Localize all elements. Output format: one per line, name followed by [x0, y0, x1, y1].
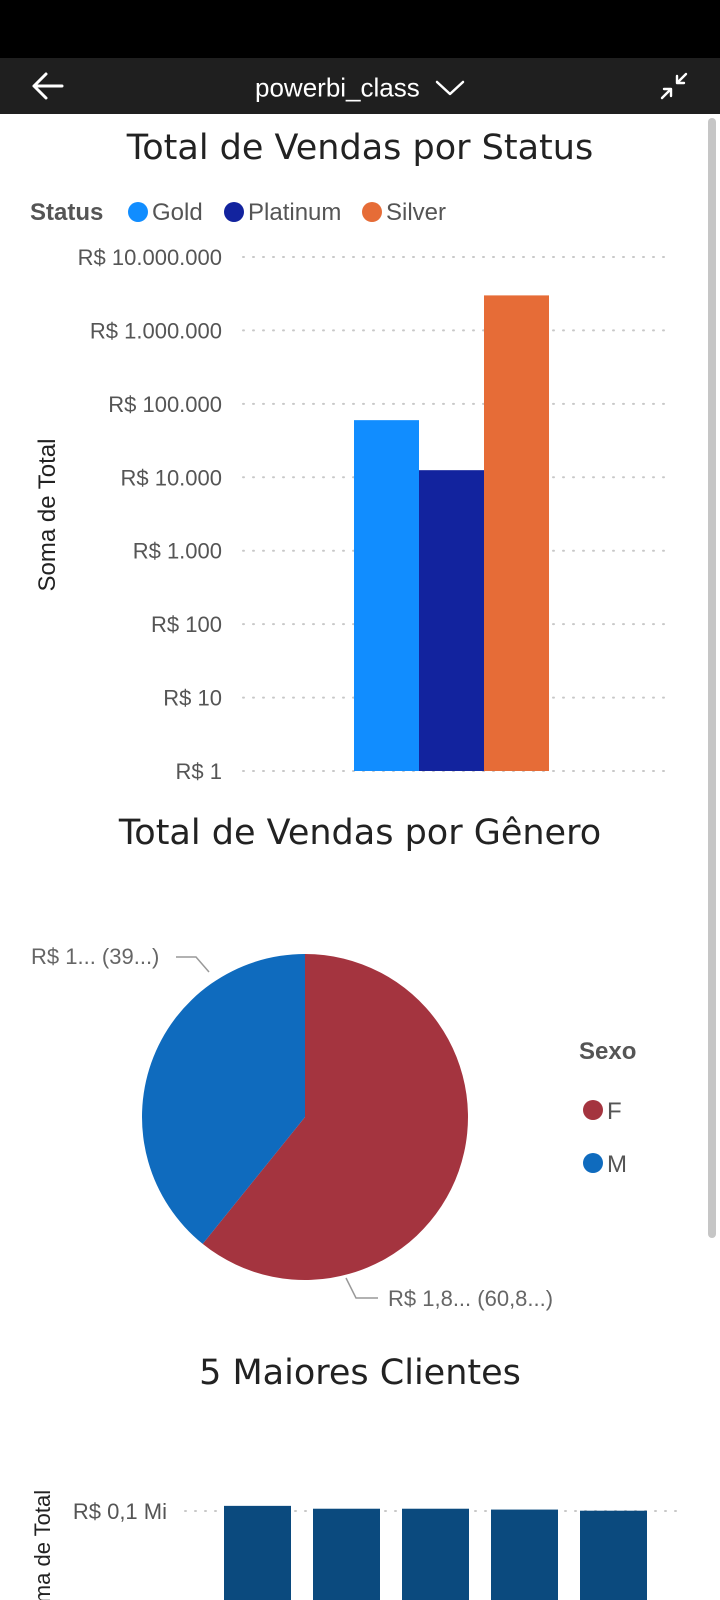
- pie-slice-f[interactable]: [202, 954, 469, 1280]
- top-clients-bar-chart[interactable]: Soma de Total R$ 0,1 Mi: [0, 1420, 700, 1600]
- client-bar-1[interactable]: [224, 1505, 291, 1600]
- status-bar-platinum[interactable]: [419, 470, 484, 771]
- status-y-tick: R$ 1.000: [133, 539, 222, 564]
- status-y-tick: R$ 100.000: [108, 392, 222, 417]
- scrollbar[interactable]: [708, 118, 716, 1238]
- clients-y-tick: R$ 0,1 Mi: [73, 1499, 167, 1524]
- app-header: powerbi_class: [0, 58, 720, 114]
- arrow-left-icon[interactable]: [30, 70, 64, 102]
- status-y-tick: R$ 10: [163, 686, 222, 711]
- report-title: powerbi_class: [255, 72, 420, 103]
- pie-data-label-f: R$ 1,8... (60,8...): [388, 1286, 553, 1311]
- client-bar-3[interactable]: [402, 1508, 469, 1600]
- client-bar-2[interactable]: [313, 1508, 380, 1600]
- status-y-tick: R$ 1: [176, 759, 222, 784]
- status-chart-title: Total de Vendas por Status: [126, 128, 594, 168]
- client-bar-4[interactable]: [491, 1509, 558, 1600]
- pie-leader-line-m: [176, 956, 210, 973]
- legend-label-f[interactable]: F: [607, 1098, 622, 1125]
- gender-pie-chart[interactable]: R$ 1... (39...) R$ 1,8... (60,8...) Sexo…: [0, 920, 700, 1320]
- clients-y-axis-label: Soma de Total: [30, 1490, 55, 1600]
- system-status-bar: [0, 0, 720, 58]
- status-y-tick: R$ 10.000.000: [78, 245, 222, 270]
- legend-dot-gold: [128, 202, 148, 222]
- legend-dot-silver: [362, 202, 382, 222]
- status-y-axis-label: Soma de Total: [34, 439, 61, 592]
- legend-dot-m: [583, 1153, 603, 1173]
- legend-label-platinum[interactable]: Platinum: [248, 199, 341, 226]
- report-title-dropdown[interactable]: powerbi_class: [0, 71, 720, 104]
- chevron-down-icon: [435, 80, 465, 96]
- status-bar-chart[interactable]: Status Gold Platinum Silver R$ 10.000.000 R…: [0, 190, 700, 810]
- legend-label-silver[interactable]: Silver: [386, 199, 446, 226]
- pie-slice-m[interactable]: [142, 954, 305, 1244]
- collapse-arrows-icon[interactable]: [658, 70, 690, 102]
- status-y-tick: R$ 10.000: [120, 465, 222, 490]
- pie-data-label-m: R$ 1... (39...): [31, 944, 159, 969]
- gender-legend-title: Sexo: [579, 1038, 636, 1065]
- status-bar-gold[interactable]: [354, 420, 419, 771]
- status-legend-title: Status: [30, 199, 103, 226]
- legend-label-gold[interactable]: Gold: [152, 199, 203, 226]
- client-bar-5[interactable]: [580, 1510, 647, 1600]
- status-y-tick: R$ 1.000.000: [90, 318, 222, 343]
- legend-dot-platinum: [224, 202, 244, 222]
- gender-chart-title: Total de Vendas por Gênero: [118, 813, 602, 853]
- clients-chart-title: 5 Maiores Clientes: [199, 1353, 521, 1393]
- status-legend: Status Gold Platinum Silver: [30, 199, 446, 226]
- status-y-tick: R$ 100: [151, 612, 222, 637]
- pie-leader-line-f: [345, 1277, 378, 1299]
- legend-label-m[interactable]: M: [607, 1151, 627, 1178]
- legend-dot-f: [583, 1100, 603, 1120]
- status-bar-silver[interactable]: [484, 295, 549, 771]
